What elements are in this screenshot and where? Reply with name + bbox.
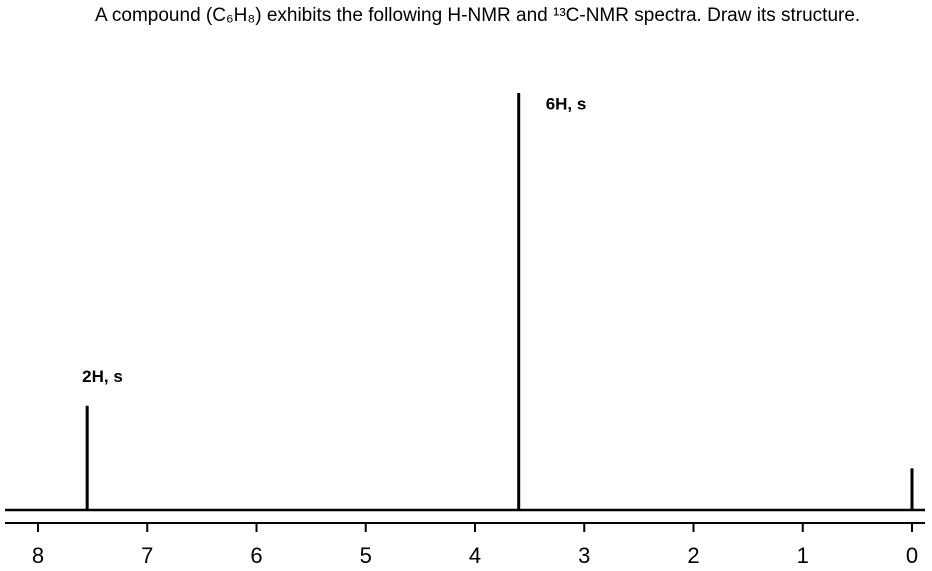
x-tick-label: 8 xyxy=(32,543,44,568)
peak-label: 2H, s xyxy=(82,367,123,386)
x-tick-label: 7 xyxy=(141,543,153,568)
x-tick-label: 1 xyxy=(797,543,809,568)
x-tick-label: 2 xyxy=(687,543,699,568)
chart-title: A compound (C₆H₈) exhibits the following… xyxy=(95,5,860,26)
x-tick-label: 5 xyxy=(360,543,372,568)
x-tick-label: 0 xyxy=(906,543,918,568)
x-tick-label: 6 xyxy=(250,543,262,568)
peak-label: 6H, s xyxy=(546,94,587,113)
x-tick-label: 4 xyxy=(469,543,481,568)
x-tick-label: 3 xyxy=(578,543,590,568)
